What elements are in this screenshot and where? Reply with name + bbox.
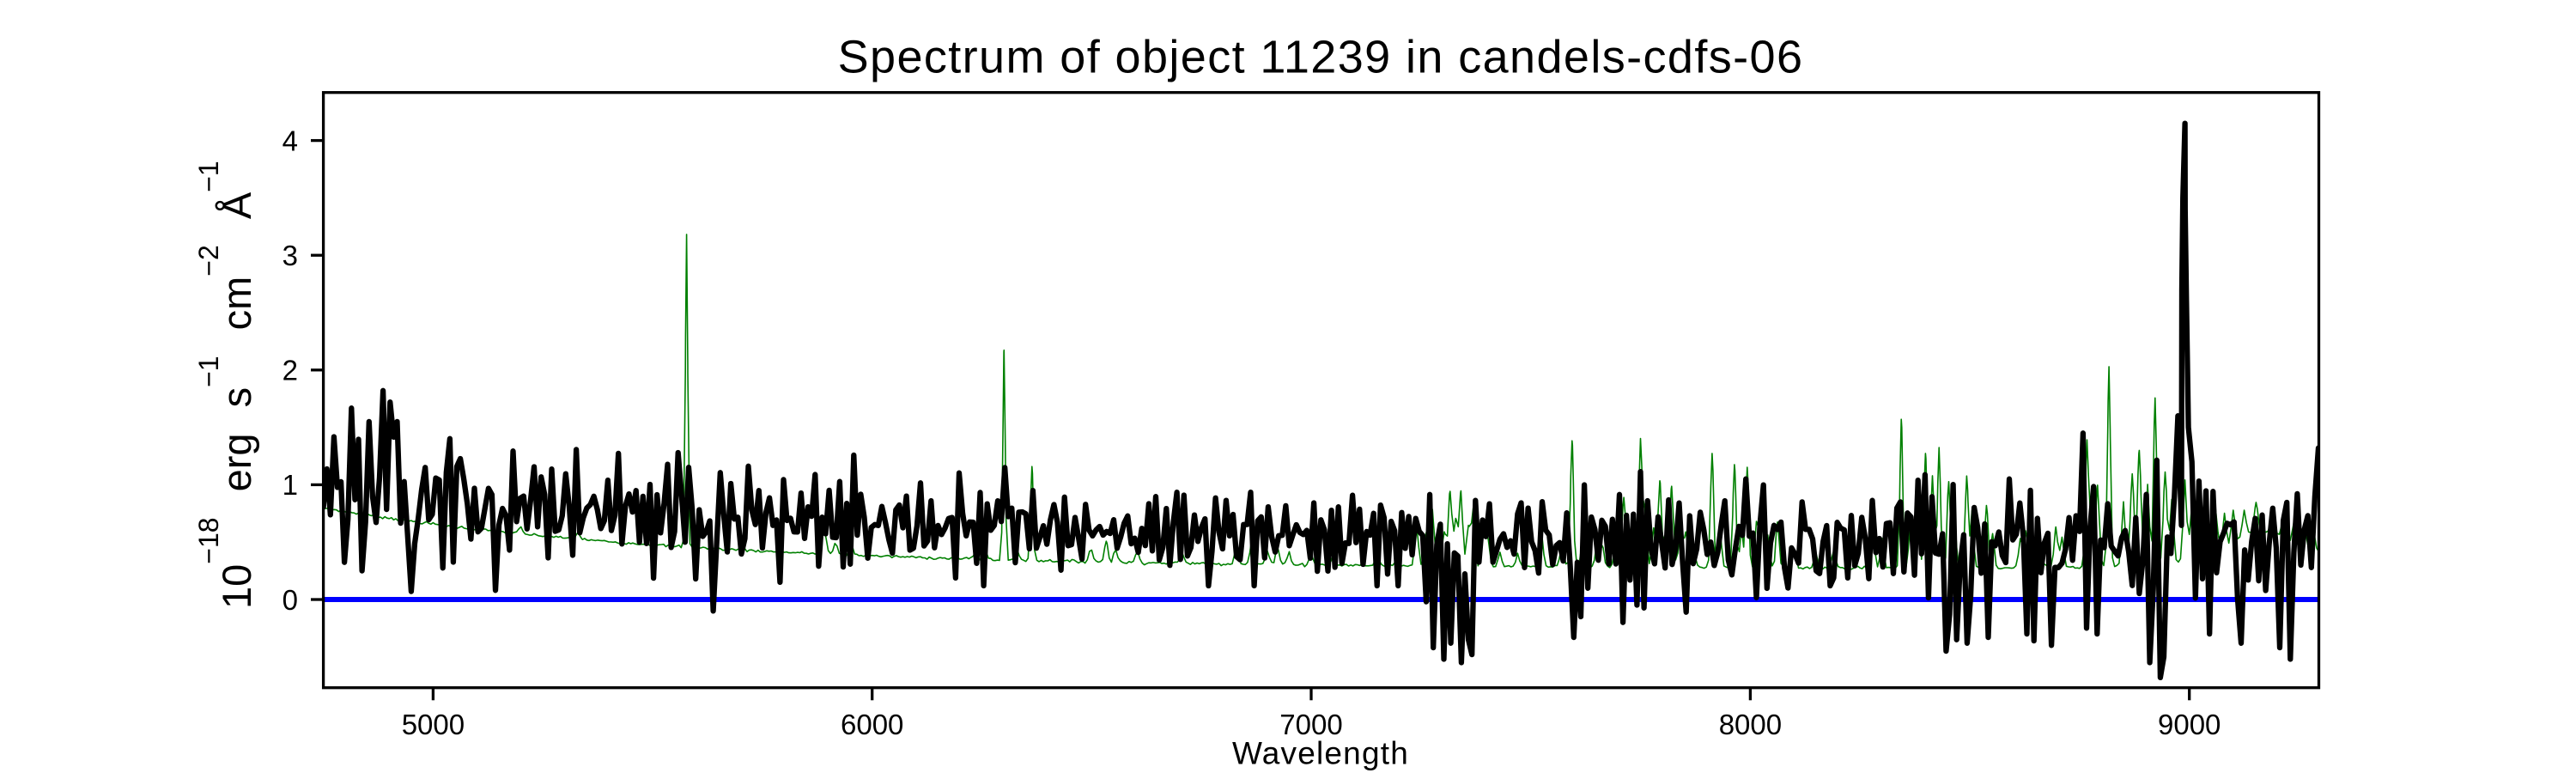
- svg-text:Spectrum of object 11239 in ca: Spectrum of object 11239 in candels-cdfs…: [838, 32, 1804, 83]
- svg-text:9000: 9000: [2158, 709, 2221, 740]
- svg-text:6000: 6000: [841, 709, 903, 740]
- svg-text:4: 4: [283, 125, 298, 156]
- svg-text:1: 1: [283, 469, 298, 501]
- svg-text:0: 0: [283, 584, 298, 616]
- svg-text:Wavelength: Wavelength: [1232, 736, 1409, 771]
- svg-text:5000: 5000: [402, 709, 465, 740]
- svg-text:2: 2: [283, 355, 298, 386]
- svg-text:8000: 8000: [1719, 709, 1782, 740]
- svg-text:7000: 7000: [1279, 709, 1342, 740]
- svg-text:3: 3: [283, 240, 298, 271]
- svg-text:10−18 erg s−1 cm−2 Å−1: 10−18 erg s−1 cm−2 Å−1: [193, 161, 259, 609]
